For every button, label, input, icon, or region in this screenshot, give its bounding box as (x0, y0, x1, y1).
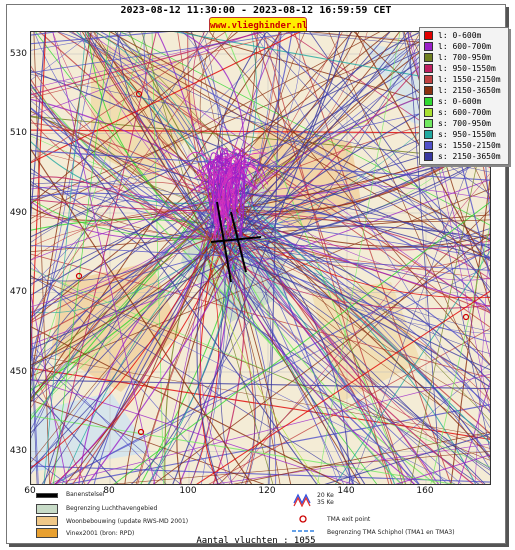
legend-label: s: 1550-2150m (438, 141, 501, 150)
housing-label: Woonbebouwing (update RWS-MD 2001) (66, 518, 189, 525)
y-tick: 530 (9, 49, 27, 59)
tma-boundary-icon (292, 530, 314, 532)
legend-swatch (424, 75, 433, 84)
flight-tracks (25, 26, 496, 490)
tma-exit-icon (299, 515, 307, 523)
legend-item: s: 1550-2150m (420, 140, 508, 151)
legend-label: l: 600-700m (438, 42, 491, 51)
legend-label: l: 2150-3650m (438, 86, 501, 95)
tma-boundary-label: Begrenzing TMA Schiphol (TMA1 en TMA3) (327, 529, 455, 536)
altitude-legend: l: 0-600m l: 600-700m l: 700-950m l: 950-15… (419, 27, 509, 165)
legend-swatch (424, 86, 433, 95)
legend-swatch (424, 119, 433, 128)
legend-item: s: 700-950m (420, 118, 508, 129)
airport-area-label: Begrenzing Luchthavengebied (66, 505, 158, 512)
legend-label: s: 950-1550m (438, 130, 496, 139)
legend-label: l: 1550-2150m (438, 75, 501, 84)
y-tick: 490 (9, 208, 27, 218)
tma-exit-label: TMA exit point (327, 516, 371, 523)
legend-item: s: 0-600m (420, 96, 508, 107)
x-tick: 60 (24, 486, 36, 496)
legend-swatch (424, 31, 433, 40)
legend-item: l: 1550-2150m (420, 74, 508, 85)
map-canvas (25, 26, 506, 532)
legend-label: s: 700-950m (438, 119, 491, 128)
ke20-label: 20 Ke (317, 492, 334, 499)
flight-count: Aantal vluchten : 1055 (196, 536, 316, 546)
airport-area-swatch (36, 504, 58, 514)
legend-label: l: 0-600m (438, 31, 482, 40)
y-tick: 470 (9, 287, 27, 297)
legend-item: s: 950-1550m (420, 129, 508, 140)
runway-label: Banenstelsel (66, 491, 105, 498)
legend-label: l: 700-950m (438, 53, 491, 62)
runway-swatch (36, 493, 58, 498)
map-frame: 2023-08-12 11:30:00 - 2023-08-12 16:59:5… (6, 4, 509, 546)
vinex-swatch (36, 528, 58, 538)
legend-swatch (424, 53, 433, 62)
legend-swatch (424, 42, 433, 51)
legend-item: s: 600-700m (420, 107, 508, 118)
tma-exit-points (75, 90, 470, 436)
legend-label: s: 2150-3650m (438, 152, 501, 161)
legend-label: s: 600-700m (438, 108, 491, 117)
legend-label: s: 0-600m (438, 97, 482, 106)
legend-item: l: 600-700m (420, 41, 508, 52)
legend-swatch (424, 130, 433, 139)
date-range-title: 2023-08-12 11:30:00 - 2023-08-12 16:59:5… (120, 5, 392, 16)
legend-label: l: 950-1550m (438, 64, 496, 73)
legend-item: l: 950-1550m (420, 63, 508, 74)
legend-item: l: 700-950m (420, 52, 508, 63)
legend-item: l: 2150-3650m (420, 85, 508, 96)
map-key: Banenstelsel Begrenzing Luchthavengebied… (30, 485, 489, 541)
flight-track-map (25, 26, 506, 532)
legend-item: s: 2150-3650m (420, 151, 508, 162)
x-tick: 140 (337, 486, 355, 496)
x-tick: 100 (179, 486, 197, 496)
housing-swatch (36, 516, 58, 526)
x-tick: 120 (258, 486, 276, 496)
runways (210, 201, 262, 283)
vinex-label: Vinex2001 (bron: RPD) (66, 530, 135, 537)
x-tick: 160 (416, 486, 434, 496)
y-tick: 450 (9, 367, 27, 377)
x-tick: 80 (103, 486, 115, 496)
legend-swatch (424, 64, 433, 73)
ke35-label: 35 Ke (317, 499, 334, 506)
legend-swatch (424, 108, 433, 117)
legend-item: l: 0-600m (420, 30, 508, 41)
y-tick: 430 (9, 446, 27, 456)
y-tick: 510 (9, 128, 27, 138)
legend-swatch (424, 152, 433, 161)
ke-contours-icon (293, 493, 311, 507)
legend-swatch (424, 97, 433, 106)
legend-swatch (424, 141, 433, 150)
